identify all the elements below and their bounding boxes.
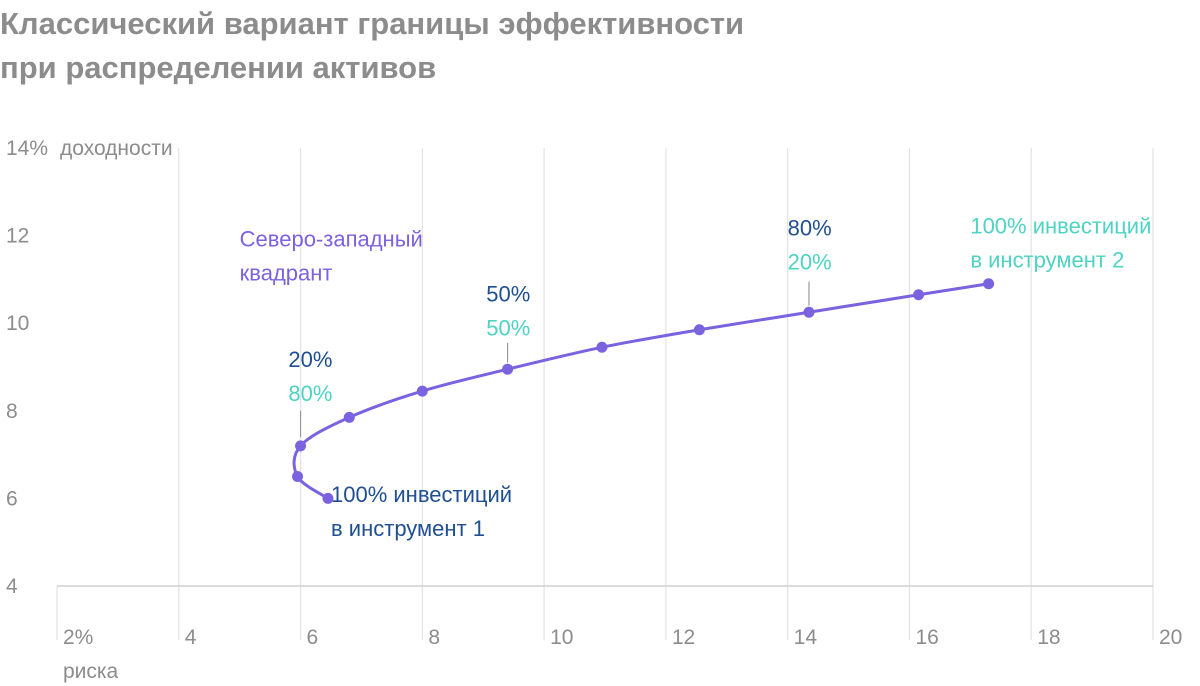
x-tick-label: 10 (550, 626, 573, 649)
series-layer (292, 278, 995, 504)
frontier-point (803, 306, 815, 318)
frontier-point (292, 471, 304, 482)
frontier-point (416, 385, 428, 397)
annotation-mix-80-20: 80% 20% (788, 216, 832, 275)
annotation-instrument2: 100% инвестиций в инструмент 2 (970, 213, 1151, 272)
axis-titles: доходности риска (60, 137, 173, 683)
y-axis-label: доходности (60, 137, 173, 160)
annotation-line: в инструмент 1 (331, 516, 485, 541)
x-tick-label: 14 (794, 626, 818, 649)
annotation-northwest: Северо-западный квадрант (240, 227, 423, 286)
annotation-mix-20-80: 20% 80% (288, 347, 332, 406)
frontier-point (502, 363, 514, 375)
frontier-point (295, 440, 307, 452)
x-tick-label: 16 (915, 626, 938, 649)
annotations: Северо-западный квадрант 100% инвестиций в … (240, 213, 1152, 540)
annotation-line: 50% (486, 315, 530, 340)
annotation-line: в инструмент 2 (970, 247, 1124, 272)
frontier-point (322, 492, 334, 504)
annotation-line: квадрант (240, 261, 333, 286)
annotation-line: 100% инвестиций (970, 213, 1151, 238)
annotation-line: 100% инвестиций (331, 482, 512, 507)
frontier-point (983, 278, 995, 290)
annotation-instrument1: 100% инвестиций в инструмент 1 (331, 482, 512, 541)
frontier-point (693, 324, 705, 336)
frontier-point (596, 341, 608, 353)
annotation-line: Северо-западный (240, 227, 423, 252)
frontier-point (913, 289, 925, 301)
frontier-point (343, 411, 355, 423)
x-axis-label: риска (63, 660, 119, 683)
y-tick-label: 4 (6, 575, 18, 598)
chart-title: Классический вариант границы эффективнос… (0, 2, 1180, 90)
x-tick-label: 6 (307, 626, 319, 649)
y-tick-label: 10 (6, 312, 29, 335)
x-tick-label: 4 (185, 626, 197, 649)
x-tick-label: 8 (428, 626, 440, 649)
axis-ticks: 2% 4 6 8 10 12 14 16 18 20 4 6 8 10 12 14% (6, 137, 1182, 649)
annotation-line: 50% (486, 281, 530, 306)
y-tick-label: 14% (6, 137, 48, 160)
x-tick-label: 18 (1037, 626, 1060, 649)
chart-title-line-1: Классический вариант границы эффективнос… (0, 6, 745, 41)
frontier-line (292, 282, 991, 500)
annotation-line: 80% (788, 216, 832, 241)
x-tick-label: 2% (63, 626, 93, 649)
chart-title-line-2: при распределении активов (0, 50, 437, 85)
y-tick-label: 12 (6, 225, 29, 248)
annotation-mix-50-50: 50% 50% (486, 281, 530, 340)
grid (56, 148, 1154, 640)
annotation-line: 20% (788, 250, 832, 275)
y-tick-label: 6 (6, 487, 18, 510)
annotation-leaders (299, 281, 810, 438)
annotation-line: 80% (288, 381, 332, 406)
x-tick-label: 12 (672, 626, 695, 649)
y-tick-label: 8 (6, 400, 18, 423)
x-tick-label: 20 (1159, 626, 1182, 649)
annotation-line: 20% (288, 347, 332, 372)
